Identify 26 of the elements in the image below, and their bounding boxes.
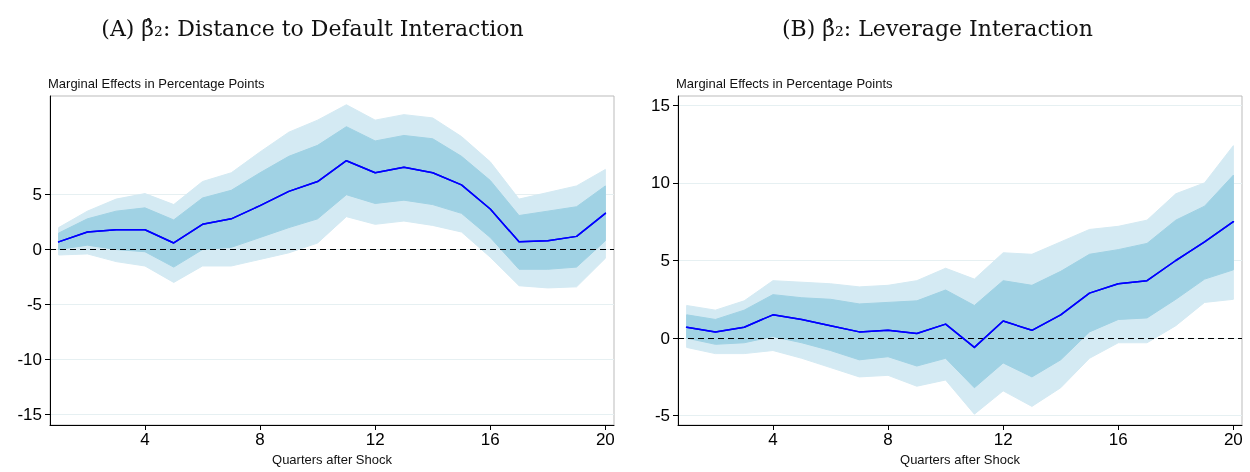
y-tick-label: 15 [651,95,670,115]
y-tick-label: -5 [26,294,42,314]
y-tick-label: -15 [17,404,42,424]
x-tick-label: 12 [993,430,1013,449]
y-tick-label: 0 [660,328,670,348]
x-tick-label: 16 [480,430,500,449]
y-tick-label: 10 [651,173,670,193]
x-tick-label: 12 [365,430,385,449]
y-axis-title: Marginal Effects in Percentage Points [48,76,266,91]
x-tick-label: 4 [768,430,778,449]
y-tick-label: 5 [32,185,42,205]
x-tick-label: 4 [140,430,150,449]
x-tick-label: 16 [1108,430,1128,449]
x-axis-title: Quarters after Shock [900,451,1021,467]
x-tick-label: 20 [595,430,615,449]
y-tick-label: 0 [32,240,42,260]
x-tick-label: 8 [255,430,265,449]
chart-title: (B) β̂₂: Leverage Interaction [781,15,1094,41]
y-axis-title: Marginal Effects in Percentage Points [676,76,894,91]
x-tick-label: 8 [883,430,893,449]
y-tick-label: -10 [17,349,42,369]
y-tick-label: 5 [660,251,670,270]
chart-title: (A) β̂₂: Distance to Default Interaction [101,15,524,41]
x-axis-title: Quarters after Shock [272,451,393,467]
y-tick-label: -5 [654,406,670,426]
x-tick-label: 20 [1223,430,1243,449]
